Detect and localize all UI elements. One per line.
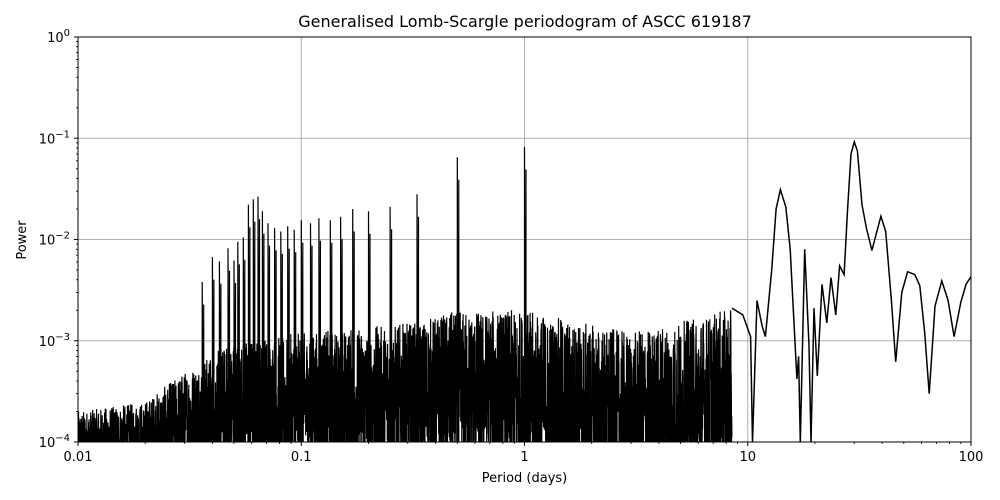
periodogram-long-period-series [731,139,971,442]
y-tick-label: 10−2 [39,231,70,249]
y-tick-label: 10−1 [39,129,70,147]
x-tick-label: 10 [739,450,756,465]
chart-title: Generalised Lomb-Scargle periodogram of … [298,12,752,31]
x-tick-label: 100 [959,450,984,465]
x-axis: 0.01 0.1 1 10 100 [64,442,984,465]
x-axis-label: Period (days) [482,471,568,486]
periodogram-noise-series [78,146,733,442]
x-tick-label: 0.01 [64,450,93,465]
y-tick-label: 10−3 [39,332,70,350]
y-axis-label: Power [15,220,30,260]
y-tick-label: 10−4 [39,433,70,451]
y-axis: 10−4 10−3 10−2 10−1 100 [39,28,78,451]
y-tick-label: 100 [47,28,70,46]
x-tick-label: 1 [520,450,528,465]
x-tick-label: 0.1 [291,450,312,465]
